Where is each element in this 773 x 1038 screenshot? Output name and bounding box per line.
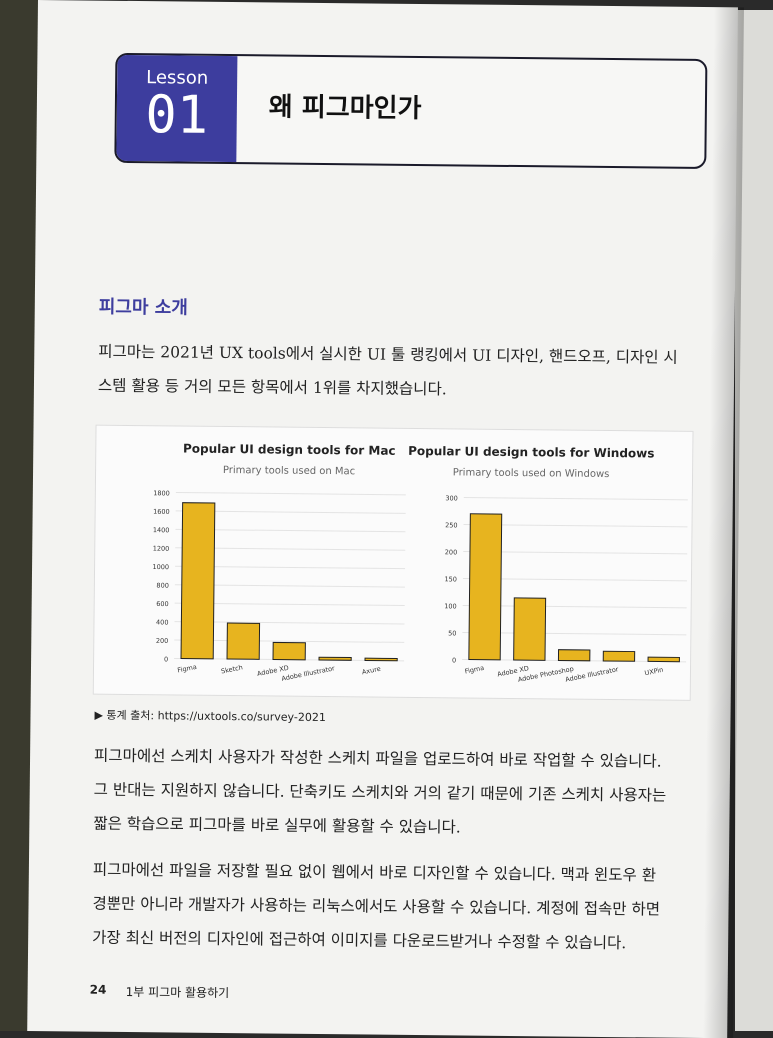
x-tick-label: Sketch — [220, 663, 243, 675]
bar — [513, 597, 547, 661]
gridline — [463, 496, 688, 501]
paragraph-3: 피그마에선 파일을 저장할 필요 없이 웹에서 바로 디자인할 수 있습니다. … — [92, 853, 713, 961]
y-tick-label: 1800 — [153, 489, 170, 497]
section-title: 피그마 소개 — [98, 296, 188, 319]
next-page-edge — [735, 10, 773, 1031]
bar — [318, 656, 352, 661]
chart-title: Popular UI design tools for Windows — [408, 444, 654, 461]
bar — [180, 502, 216, 660]
y-tick-label: 200 — [156, 637, 169, 645]
chart-figure: Popular UI design tools for Mac Primary t… — [92, 424, 694, 701]
book-page: Lesson 01 왜 피그마인가 피그마 소개 피그마는 2021년 UX t… — [27, 0, 744, 1038]
bar — [272, 641, 306, 661]
y-tick-label: 150 — [444, 575, 457, 583]
y-tick-label: 1400 — [153, 526, 170, 534]
y-tick-label: 0 — [164, 655, 168, 663]
x-tick-label: UXPin — [644, 666, 664, 678]
x-tick-label: Axure — [361, 665, 381, 677]
bar — [364, 657, 398, 662]
bar — [647, 656, 680, 663]
y-tick-label: 1000 — [152, 563, 169, 571]
y-tick-label: 1200 — [153, 545, 170, 553]
y-tick-label: 400 — [156, 618, 169, 626]
gridline — [175, 491, 406, 496]
source-caption: ▶ 통계 출처: https://uxtools.co/survey-2021 — [94, 708, 326, 725]
bar — [557, 649, 591, 662]
y-tick-label: 300 — [445, 494, 458, 502]
x-tick-label: Adobe Illustrator — [281, 664, 336, 683]
chart-subtitle: Primary tools used on Mac — [223, 465, 355, 477]
y-tick-label: 800 — [156, 581, 169, 589]
para3-line-3: 가장 최신 버전의 디자인에 접근하여 이미지를 다운로드받거나 수정할 수 있… — [92, 928, 627, 953]
y-tick-label: 0 — [452, 656, 456, 664]
y-tick-label: 600 — [156, 600, 169, 608]
bar — [226, 622, 261, 660]
y-tick-label: 1600 — [153, 508, 170, 516]
y-tick-label: 100 — [444, 602, 457, 610]
y-tick-label: 250 — [445, 521, 458, 529]
y-tick-label: 50 — [448, 629, 456, 637]
para2-line-3: 짧은 학습으로 피그마를 바로 실무에 활용할 수 있습니다. — [93, 814, 461, 837]
bar — [468, 513, 503, 661]
intro-line-2: 스템 활용 등 거의 모든 항목에서 1위를 차지했습니다. — [97, 376, 447, 399]
page-number: 24 — [89, 982, 107, 997]
footer-part-title: 1부 피그마 활용하기 — [125, 984, 230, 1001]
x-tick-label: Figma — [464, 664, 485, 676]
lesson-badge: Lesson 01 — [116, 54, 238, 163]
charts-svg: Popular UI design tools for Mac Primary t… — [152, 442, 688, 684]
bar — [602, 650, 636, 662]
lesson-number: 01 — [145, 85, 209, 146]
intro-paragraph: 피그마는 2021년 UX tools에서 실시한 UI 툴 랭킹에서 UI 디… — [98, 335, 719, 409]
paragraph-2: 피그마에선 스케치 사용자가 작성한 스케치 파일을 업로드하여 바로 작업할 … — [93, 739, 714, 847]
x-tick-label: Figma — [177, 663, 198, 675]
lesson-title: 왜 피그마인가 — [268, 92, 422, 125]
y-tick-label: 200 — [445, 548, 458, 556]
lesson-header: Lesson 01 왜 피그마인가 — [114, 52, 708, 170]
chart-subtitle: Primary tools used on Windows — [453, 467, 610, 480]
chart-title: Popular UI design tools for Mac — [183, 442, 396, 458]
